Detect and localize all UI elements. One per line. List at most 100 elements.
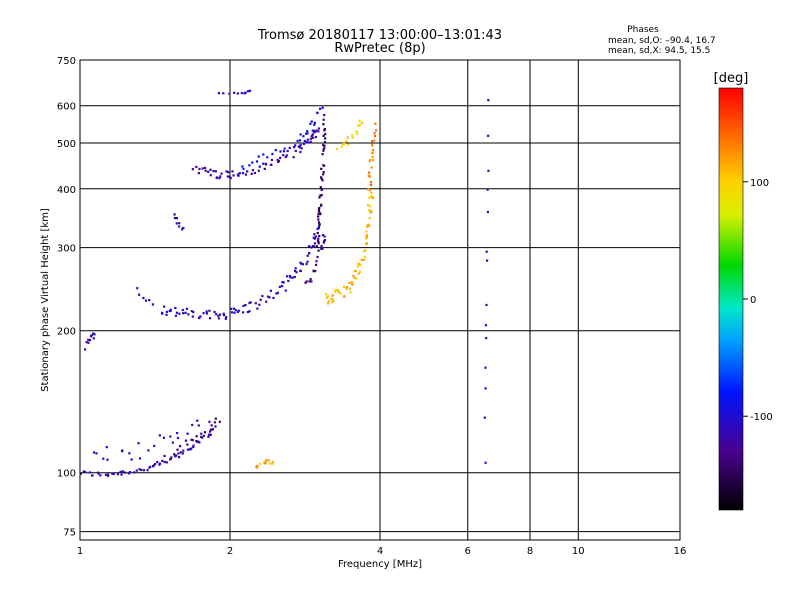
data-point — [263, 167, 266, 171]
data-point — [309, 122, 312, 125]
data-point — [371, 151, 374, 155]
data-point — [315, 245, 318, 248]
x-tick-label: 2 — [227, 546, 233, 557]
data-point — [321, 247, 324, 250]
data-point — [256, 466, 259, 469]
data-point — [343, 295, 346, 298]
data-point — [278, 285, 281, 288]
data-point — [197, 424, 200, 427]
colorbar-tick-label: -100 — [750, 412, 773, 423]
data-point — [368, 224, 371, 227]
data-point — [83, 348, 87, 351]
data-point — [484, 324, 488, 327]
data-point — [322, 170, 325, 174]
data-point — [317, 127, 321, 130]
data-point — [360, 258, 363, 261]
data-point — [255, 160, 259, 163]
data-point — [318, 206, 321, 210]
data-point — [112, 472, 115, 475]
data-point — [295, 271, 298, 274]
data-point — [262, 162, 265, 165]
data-point — [197, 172, 201, 175]
data-point — [186, 432, 189, 435]
data-point — [187, 313, 190, 316]
data-point — [357, 124, 360, 127]
data-point — [289, 276, 292, 279]
data-point — [281, 280, 284, 284]
data-point — [339, 292, 342, 295]
data-point — [184, 439, 188, 442]
data-point — [176, 431, 179, 435]
data-point — [191, 315, 194, 318]
data-point — [165, 310, 168, 313]
colorbar-label: [deg] — [714, 71, 749, 86]
data-point — [213, 310, 216, 314]
data-point — [345, 287, 348, 290]
data-point — [89, 335, 93, 338]
data-point — [104, 473, 108, 477]
data-point — [210, 424, 213, 427]
data-point — [169, 308, 172, 311]
data-point — [319, 194, 322, 197]
data-point — [316, 227, 319, 231]
data-point — [209, 433, 212, 436]
data-point — [293, 269, 297, 273]
data-point — [305, 280, 308, 283]
data-point — [228, 92, 231, 95]
data-point — [163, 460, 166, 464]
data-point — [322, 241, 325, 244]
data-point — [293, 146, 296, 149]
data-point — [92, 337, 95, 340]
data-point — [320, 176, 323, 179]
data-point — [317, 215, 320, 218]
data-point — [128, 471, 131, 474]
data-point — [261, 294, 264, 298]
data-point — [369, 158, 372, 162]
data-point — [288, 274, 292, 278]
data-point — [324, 133, 327, 136]
data-point — [148, 299, 151, 302]
data-point — [485, 259, 489, 262]
data-point — [317, 237, 320, 240]
data-point — [173, 213, 176, 216]
data-point — [241, 165, 244, 168]
data-point — [326, 302, 330, 305]
data-point — [99, 474, 102, 477]
data-point — [120, 473, 123, 476]
data-point — [224, 317, 227, 320]
data-point — [203, 166, 207, 169]
data-point — [237, 309, 240, 312]
data-point — [313, 233, 316, 236]
data-point — [230, 307, 233, 310]
data-point — [82, 470, 85, 473]
x-tick-label: 10 — [572, 546, 585, 557]
data-point — [346, 136, 349, 139]
data-point — [195, 435, 198, 438]
data-point — [262, 153, 265, 156]
data-point — [236, 310, 239, 314]
colorbar-ticks: 100 0 -100 — [743, 178, 773, 423]
data-point — [192, 444, 195, 447]
data-point — [191, 438, 194, 442]
data-point — [313, 123, 316, 126]
data-point — [186, 443, 189, 446]
data-point — [347, 143, 350, 146]
data-point — [313, 245, 316, 248]
data-point — [366, 225, 369, 228]
data-point — [485, 303, 488, 307]
data-point — [214, 425, 217, 428]
data-point — [487, 169, 490, 172]
data-point — [282, 150, 286, 153]
data-point — [136, 287, 139, 290]
data-point — [351, 136, 354, 139]
data-point — [246, 310, 250, 314]
data-point — [316, 255, 319, 259]
data-point — [227, 170, 230, 174]
data-point — [173, 453, 176, 456]
data-point — [306, 260, 309, 263]
data-point — [323, 129, 326, 132]
data-point — [292, 156, 295, 159]
data-point — [316, 111, 319, 114]
data-point — [274, 148, 277, 152]
data-point — [279, 156, 282, 160]
